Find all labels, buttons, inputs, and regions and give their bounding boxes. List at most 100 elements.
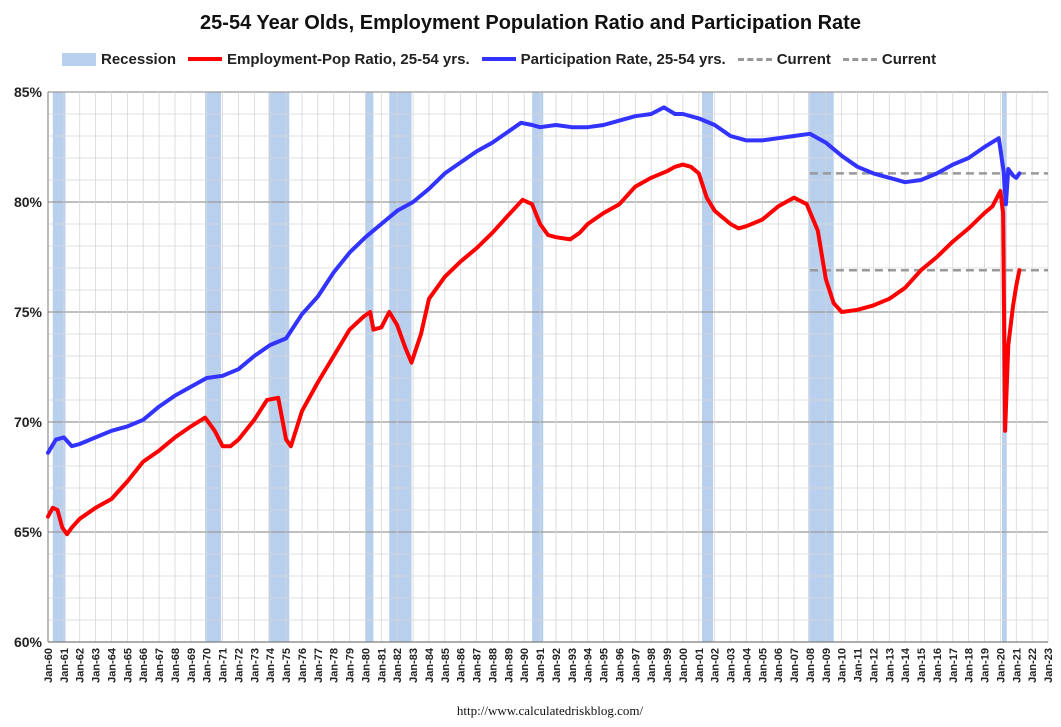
x-tick-label: Jan-10 — [837, 648, 849, 683]
x-tick-label: Jan-00 — [678, 648, 690, 683]
x-tick-label: Jan-91 — [535, 648, 547, 683]
x-tick-label: Jan-22 — [1027, 648, 1039, 683]
x-tick-label: Jan-70 — [202, 648, 214, 683]
legend-item-current-2: Current — [842, 50, 937, 68]
legend-swatch-participation — [481, 57, 516, 61]
x-tick-label: Jan-87 — [472, 648, 484, 683]
series-lines — [46, 105, 1022, 537]
x-tick-label: Jan-98 — [646, 648, 658, 683]
x-tick-label: Jan-14 — [900, 647, 912, 683]
legend-label-participation: Participation Rate, 25-54 yrs. — [520, 50, 726, 68]
x-tick-label: Jan-95 — [599, 648, 611, 683]
legend-item-participation: Participation Rate, 25-54 yrs. — [481, 50, 726, 68]
x-tick-label: Jan-85 — [440, 648, 452, 683]
chart-title: 25-54 Year Olds, Employment Population R… — [200, 12, 861, 34]
x-tick-label: Jan-02 — [710, 648, 722, 683]
x-tick-label: Jan-94 — [583, 647, 595, 683]
y-tick-label: 70% — [14, 414, 43, 430]
grid-lines — [47, 91, 1049, 643]
x-tick-label: Jan-08 — [805, 648, 817, 683]
x-tick-label: Jan-81 — [376, 648, 388, 683]
x-tick-label: Jan-61 — [59, 648, 71, 683]
recession-band-7 — [808, 92, 834, 642]
x-tick-label: Jan-89 — [503, 648, 515, 683]
x-tick-label: Jan-63 — [91, 648, 103, 683]
x-tick-label: Jan-06 — [773, 648, 785, 683]
x-tick-label: Jan-69 — [186, 648, 198, 683]
legend-swatch-current-2 — [842, 57, 877, 61]
y-tick-label: 65% — [14, 524, 43, 540]
x-tick-label: Jan-75 — [281, 648, 293, 683]
y-tick-label: 80% — [14, 194, 43, 210]
recession-band-0 — [52, 92, 66, 642]
recession-band-5 — [532, 92, 544, 642]
x-tick-label: Jan-21 — [1011, 648, 1023, 683]
legend-swatch-employment-pop — [188, 57, 223, 61]
x-tick-label: Jan-62 — [75, 648, 87, 683]
legend-item-employment-pop: Employment-Pop Ratio, 25-54 yrs. — [188, 51, 470, 68]
x-tick-label: Jan-93 — [567, 648, 579, 683]
y-tick-label: 75% — [14, 304, 43, 320]
x-tick-label: Jan-76 — [297, 648, 309, 683]
legend: Recession Employment-Pop Ratio, 25-54 yr… — [62, 48, 948, 70]
series-participation-line — [46, 105, 1022, 455]
x-tick-label: Jan-01 — [694, 648, 706, 683]
legend-item-current-1: Current — [737, 50, 831, 68]
x-tick-label: Jan-68 — [170, 648, 182, 683]
recession-band-3 — [365, 92, 374, 642]
x-tick-label: Jan-20 — [995, 648, 1007, 683]
recession-band-4 — [389, 92, 412, 642]
recession-band-1 — [205, 92, 222, 642]
x-tick-label: Jan-19 — [980, 648, 992, 683]
x-tick-label: Jan-17 — [948, 648, 960, 683]
x-tick-label: Jan-09 — [821, 648, 833, 683]
x-tick-label: Jan-66 — [138, 648, 150, 683]
x-tick-label: Jan-64 — [106, 647, 118, 683]
axes — [47, 92, 1048, 643]
recession-band-2 — [268, 92, 290, 642]
x-tick-label: Jan-18 — [964, 648, 976, 683]
x-tick-label: Jan-11 — [853, 648, 865, 682]
x-tick-label: Jan-86 — [456, 648, 468, 683]
x-tick-label: Jan-82 — [392, 648, 404, 683]
x-tick-label: Jan-83 — [408, 648, 420, 683]
legend-label-current-2: Current — [881, 50, 937, 68]
y-tick-label: 60% — [14, 634, 43, 650]
x-tick-label: Jan-84 — [424, 647, 436, 683]
x-tick-label: Jan-88 — [487, 648, 499, 683]
x-tick-labels: Jan-60 Jan-61 Jan-62 Jan-63 Jan-64 Jan-65 Jan-… — [43, 647, 1055, 683]
legend-swatch-recession — [62, 52, 96, 66]
x-tick-label: Jan-71 — [218, 648, 230, 683]
x-tick-label: Jan-97 — [630, 648, 642, 683]
legend-label-recession: Recession — [101, 50, 177, 68]
x-tick-label: Jan-15 — [916, 648, 928, 683]
x-tick-label: Jan-12 — [868, 648, 880, 683]
x-tick-label: Jan-74 — [265, 647, 277, 683]
y-tick-label: 85% — [14, 84, 43, 100]
x-tick-label: Jan-77 — [313, 648, 325, 683]
y-tick-labels: 60% 65% 70% 75% 80% 85% — [14, 84, 43, 650]
recession-bands — [52, 92, 1007, 642]
series-employment-pop-line — [46, 162, 1022, 537]
x-tick-label: Jan-99 — [662, 648, 674, 683]
x-tick-label: Jan-13 — [884, 648, 896, 683]
legend-label-current-1: Current — [776, 50, 831, 68]
x-tick-label: Jan-73 — [249, 648, 261, 683]
x-tick-label: Jan-80 — [360, 648, 372, 683]
legend-swatch-current-1 — [737, 57, 772, 61]
current-lines — [809, 172, 1048, 272]
x-tick-label: Jan-05 — [757, 648, 769, 683]
x-tick-label: Jan-04 — [741, 647, 753, 683]
legend-label-employment-pop: Employment-Pop Ratio, 25-54 yrs. — [227, 50, 470, 68]
x-tick-label: Jan-96 — [614, 648, 626, 683]
x-tick-label: Jan-03 — [726, 648, 738, 683]
x-tick-label: Jan-60 — [43, 648, 55, 683]
recession-band-6 — [701, 92, 714, 642]
x-tick-label: Jan-78 — [329, 648, 341, 683]
x-tick-label: Jan-23 — [1043, 648, 1055, 683]
x-tick-label: Jan-92 — [551, 648, 563, 683]
x-tick-label: Jan-72 — [233, 648, 245, 683]
legend-item-recession: Recession — [62, 51, 176, 68]
x-tick-label: Jan-16 — [932, 648, 944, 683]
